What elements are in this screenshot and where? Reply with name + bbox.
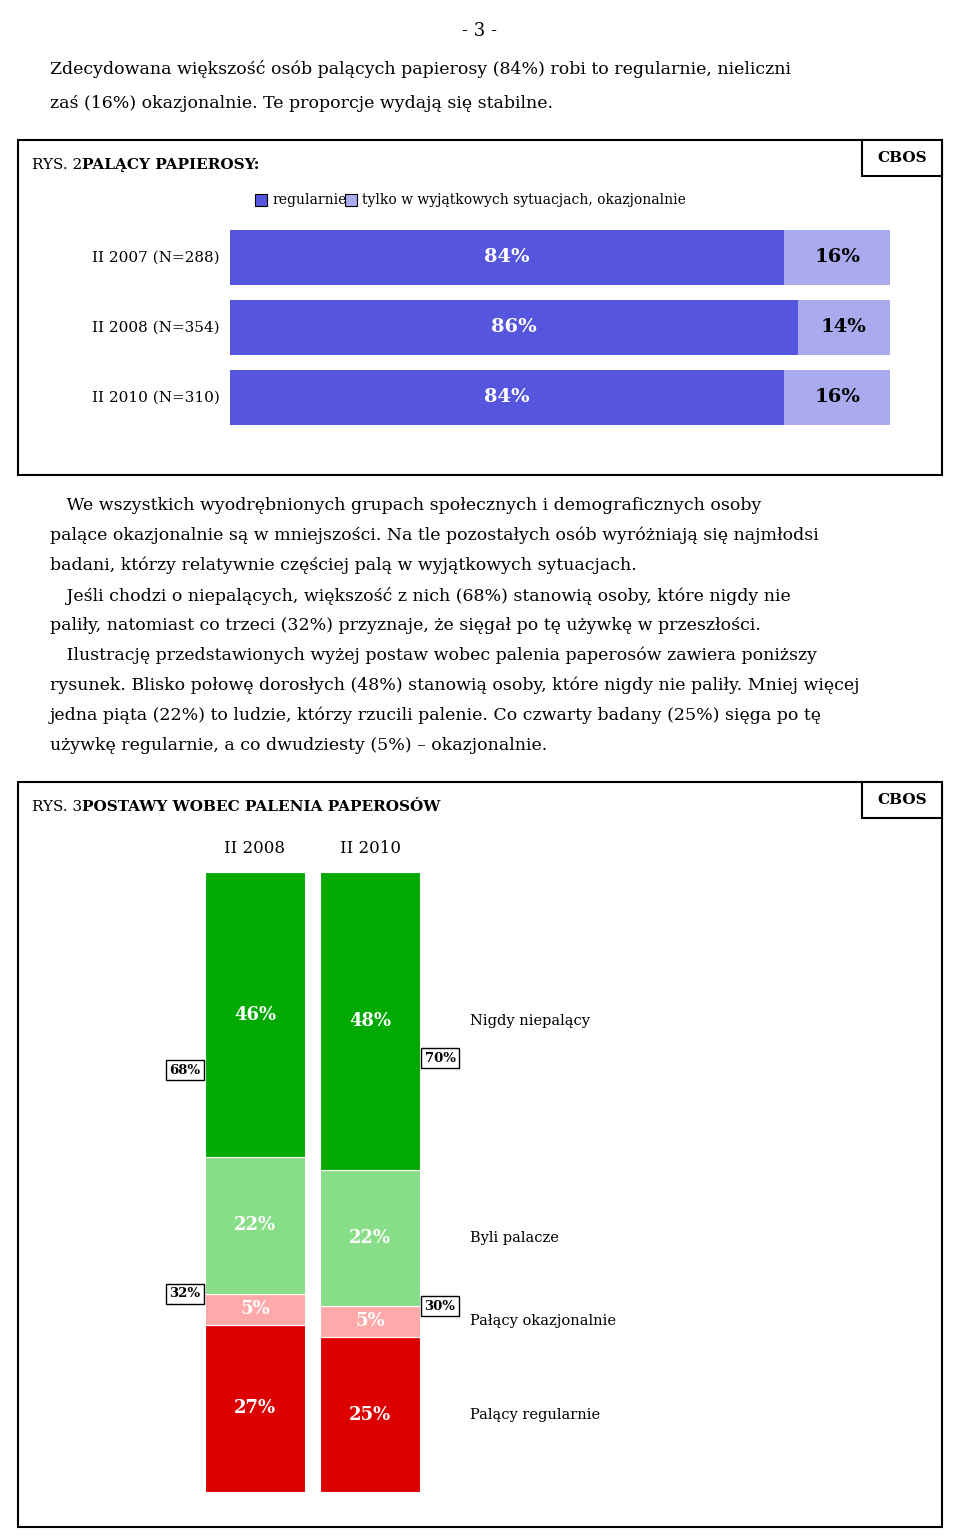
Text: Jeśli chodzi o niepalących, większość z nich (68%) stanowią osoby, które nigdy n: Jeśli chodzi o niepalących, większość z … [50,587,791,606]
Text: 27%: 27% [234,1399,276,1417]
Text: 25%: 25% [348,1405,391,1423]
Text: Nigdy niepalący: Nigdy niepalący [470,1014,590,1028]
Text: używkę regularnie, a co dwudziesty (5%) – okazjonalnie.: używkę regularnie, a co dwudziesty (5%) … [50,738,547,755]
FancyBboxPatch shape [166,1061,204,1081]
Text: Byli palacze: Byli palacze [470,1231,559,1245]
Bar [205,871,305,1157]
Bar [205,1157,305,1294]
Text: II 2010: II 2010 [340,841,400,858]
Text: RYS. 2.: RYS. 2. [32,158,92,172]
Text: POSTAWY WOBEC PALENIA PAPEROSÓW: POSTAWY WOBEC PALENIA PAPEROSÓW [82,799,441,815]
Text: RYS. 3.: RYS. 3. [32,799,92,815]
Text: Palący regularnie: Palący regularnie [470,1408,600,1422]
Text: 70%: 70% [424,1051,455,1065]
Text: 86%: 86% [491,318,537,337]
Text: PALĄCY PAPIEROSY:: PALĄCY PAPIEROSY: [82,158,259,172]
Text: 16%: 16% [814,389,860,406]
Bar [345,194,357,206]
Text: zaś (16%) okazjonalnie. Te proporcje wydają się stabilne.: zaś (16%) okazjonalnie. Te proporcje wyd… [50,95,553,112]
Text: CBOS: CBOS [877,151,926,164]
Text: 16%: 16% [814,249,860,266]
Text: 30%: 30% [424,1299,455,1313]
Text: Pałący okazjonalnie: Pałący okazjonalnie [470,1314,616,1328]
FancyBboxPatch shape [166,1283,204,1303]
Text: CBOS: CBOS [877,793,926,807]
Text: Zdecydowana większość osób palących papierosy (84%) robi to regularnie, nieliczn: Zdecydowana większość osób palących papi… [50,60,791,78]
Text: paliły, natomiast co trzeci (32%) przyznaje, że sięgał po tę używkę w przeszłośc: paliły, natomiast co trzeci (32%) przyzn… [50,616,761,633]
Text: badani, którzy relatywnie częściej palą w wyjątkowych sytuacjach.: badani, którzy relatywnie częściej palą … [50,556,636,575]
Text: 14%: 14% [821,318,867,337]
Text: jedna piąta (22%) to ludzie, którzy rzucili palenie. Co czwarty badany (25%) się: jedna piąta (22%) to ludzie, którzy rzuc… [50,707,822,724]
Bar [320,1306,420,1337]
Bar [230,300,798,355]
Text: 5%: 5% [355,1313,385,1331]
Text: palące okazjonalnie są w mniejszości. Na tle pozostałych osób wyróżniają się naj: palące okazjonalnie są w mniejszości. Na… [50,527,819,544]
Text: II 2008: II 2008 [225,841,285,858]
Bar [205,1325,305,1492]
Text: 84%: 84% [485,249,530,266]
Text: 46%: 46% [234,1005,276,1024]
FancyBboxPatch shape [421,1048,459,1068]
FancyBboxPatch shape [421,1296,459,1316]
Bar [230,231,784,284]
Bar [205,1294,305,1325]
Bar [798,300,890,355]
Text: - 3 -: - 3 - [463,22,497,40]
Text: tylko w wyjątkowych sytuacjach, okazjonalnie: tylko w wyjątkowych sytuacjach, okazjona… [362,194,685,207]
Bar [230,370,784,426]
Bar [255,194,267,206]
Bar [784,231,890,284]
Text: 22%: 22% [234,1216,276,1234]
Bar [18,782,942,1526]
Bar [18,140,942,475]
Text: 32%: 32% [169,1286,201,1300]
Text: II 2008 (N=354): II 2008 (N=354) [92,321,220,335]
Bar [320,871,420,1170]
Text: 22%: 22% [348,1228,391,1247]
Bar [320,1170,420,1306]
Text: Ilustrację przedstawionych wyżej postaw wobec palenia paperosów zawiera poniższy: Ilustrację przedstawionych wyżej postaw … [50,647,817,664]
Text: 48%: 48% [348,1011,391,1030]
Text: regularnie: regularnie [272,194,347,207]
Text: 68%: 68% [169,1064,201,1077]
Text: II 2010 (N=310): II 2010 (N=310) [92,390,220,404]
Text: 5%: 5% [240,1300,270,1319]
Bar [784,370,890,426]
Bar [320,1337,420,1492]
Bar [862,782,942,818]
Text: rysunek. Blisko połowę dorosłych (48%) stanowią osoby, które nigdy nie paliły. M: rysunek. Blisko połowę dorosłych (48%) s… [50,676,859,695]
Text: 84%: 84% [485,389,530,406]
Bar [862,140,942,177]
Text: II 2007 (N=288): II 2007 (N=288) [92,251,220,264]
Text: We wszystkich wyodrębnionych grupach społecznych i demograficznych osoby: We wszystkich wyodrębnionych grupach spo… [50,496,761,513]
